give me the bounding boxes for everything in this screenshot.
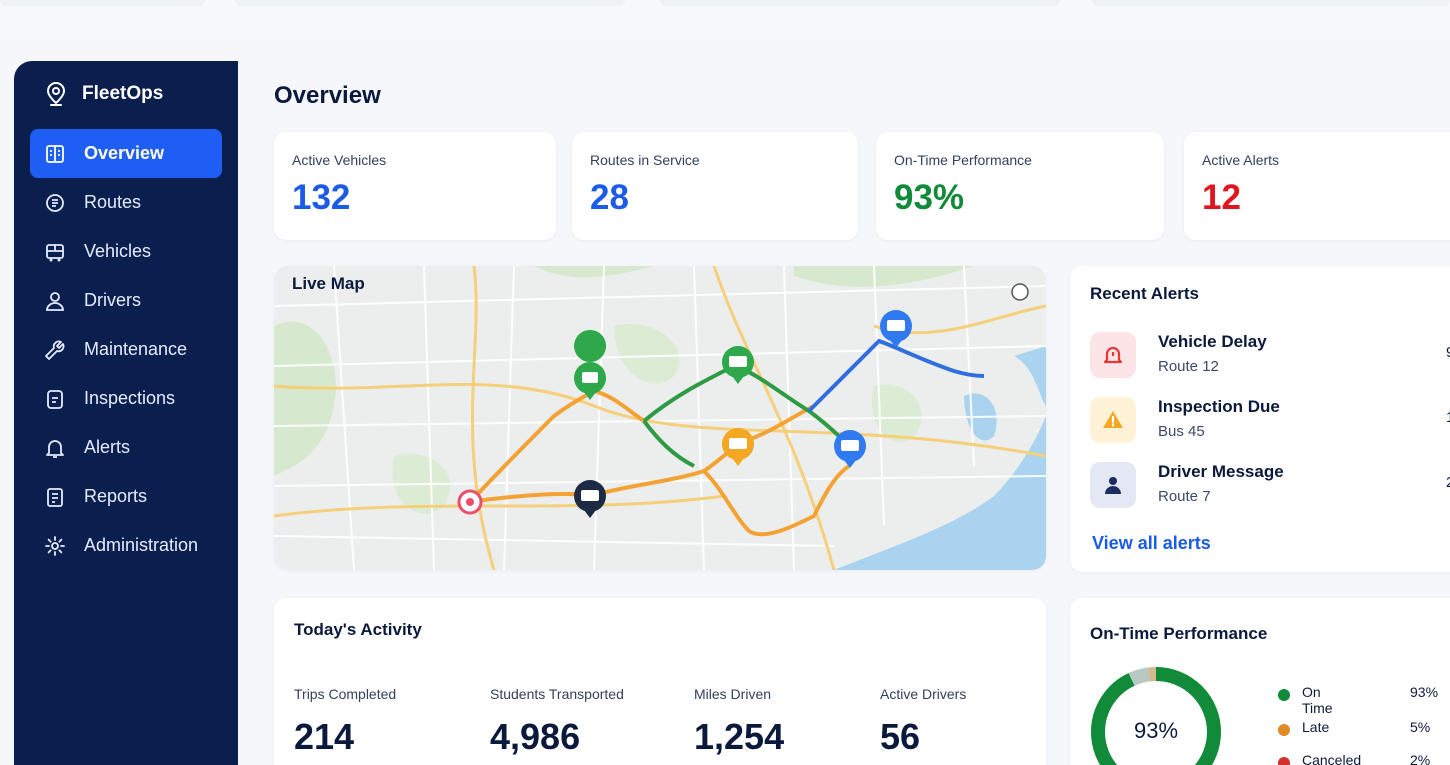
sidebar-item-routes[interactable]: Routes bbox=[30, 178, 222, 227]
legend-value: 2% bbox=[1410, 752, 1431, 765]
wrench-icon bbox=[45, 340, 65, 360]
driver-icon bbox=[1090, 462, 1136, 508]
alerts-title: Recent Alerts bbox=[1090, 284, 1199, 303]
report-icon bbox=[47, 487, 63, 507]
alert-title: Inspection Due bbox=[1158, 397, 1280, 416]
sidebar-item-label: Reports bbox=[84, 486, 148, 506]
stat-label: Active Alerts bbox=[1202, 152, 1280, 168]
map-marker-green-2[interactable] bbox=[722, 346, 754, 384]
sidebar-item-label: Inspections bbox=[84, 388, 176, 408]
alert-item[interactable]: Inspection Due Bus 45 1h bbox=[1090, 397, 1450, 453]
sidebar-nav: Overview Routes Vehicles Drivers Mainten… bbox=[30, 129, 222, 570]
sidebar-item-label: Routes bbox=[84, 192, 142, 212]
sidebar-item-label: Maintenance bbox=[84, 339, 188, 359]
stat-label: Active Vehicles bbox=[292, 152, 387, 168]
performance-donut-chart: 93% bbox=[1091, 667, 1221, 765]
view-all-alerts-link[interactable]: View all alerts bbox=[1092, 533, 1211, 553]
legend-dot bbox=[1278, 689, 1290, 701]
donut-center-label: 93% bbox=[1134, 718, 1178, 743]
sidebar-item-inspections[interactable]: Inspections bbox=[30, 374, 222, 423]
location-pin-logo-icon bbox=[46, 81, 66, 106]
sidebar-item-label: Drivers bbox=[84, 290, 141, 310]
page-title: Overview bbox=[274, 82, 381, 109]
legend-name: Canceled bbox=[1302, 752, 1362, 765]
legend-name: Late bbox=[1302, 719, 1330, 735]
activity-value: 1,254 bbox=[694, 716, 785, 757]
alert-time: 9m bbox=[1446, 344, 1450, 361]
sidebar-item-overview[interactable]: Overview bbox=[30, 129, 222, 178]
sidebar-item-maintenance[interactable]: Maintenance bbox=[30, 325, 222, 374]
stat-card-active-alerts[interactable]: Active Alerts 12 bbox=[1184, 132, 1450, 240]
sidebar-item-alerts[interactable]: Alerts bbox=[30, 423, 222, 472]
stat-value: 12 bbox=[1202, 178, 1241, 217]
alert-item[interactable]: Vehicle Delay Route 12 9m bbox=[1090, 332, 1450, 388]
sidebar-item-label: Vehicles bbox=[84, 241, 152, 261]
map-marker-blue-2[interactable] bbox=[834, 430, 866, 468]
stat-label: On-Time Performance bbox=[894, 152, 1032, 168]
alert-time: 2h bbox=[1446, 474, 1450, 491]
activity-title: Today's Activity bbox=[294, 620, 422, 639]
overview-icon bbox=[46, 144, 64, 163]
activity-label: Trips Completed bbox=[294, 686, 397, 702]
map-marker-blue-1[interactable] bbox=[880, 310, 912, 348]
alert-subtitle: Route 7 bbox=[1158, 488, 1211, 505]
routes-icon bbox=[46, 193, 64, 212]
live-map[interactable] bbox=[274, 266, 1046, 570]
sidebar-item-administration[interactable]: Administration bbox=[30, 521, 222, 570]
activity-value: 214 bbox=[294, 716, 355, 757]
warning-triangle-icon bbox=[1090, 397, 1136, 443]
brand[interactable]: FleetOps bbox=[44, 81, 163, 107]
warning-bell-icon bbox=[1090, 332, 1136, 378]
sidebar-item-vehicles[interactable]: Vehicles bbox=[30, 227, 222, 276]
map-marker-small[interactable] bbox=[1011, 283, 1029, 301]
background-window-strip bbox=[0, 0, 1450, 40]
alert-item[interactable]: Driver Message Route 7 2h bbox=[1090, 462, 1450, 518]
stat-card-on-time-performance[interactable]: On-Time Performance 93% bbox=[876, 132, 1164, 240]
todays-activity-card: Today's Activity Trips Completed 214 Stu… bbox=[274, 598, 1046, 765]
activity-label: Active Drivers bbox=[880, 686, 967, 702]
stat-value: 93% bbox=[894, 178, 965, 217]
alert-subtitle: Bus 45 bbox=[1158, 423, 1205, 440]
legend-value: 93% bbox=[1410, 684, 1439, 700]
sidebar-item-reports[interactable]: Reports bbox=[30, 472, 222, 521]
sidebar-item-label: Overview bbox=[84, 143, 165, 163]
sidebar-item-label: Administration bbox=[84, 535, 199, 555]
sidebar-item-label: Alerts bbox=[84, 437, 131, 457]
alert-time: 1h bbox=[1446, 409, 1450, 426]
brand-name: FleetOps bbox=[82, 83, 164, 104]
bus-icon bbox=[46, 243, 64, 261]
alert-subtitle: Route 12 bbox=[1158, 358, 1219, 375]
map-marker-green-1[interactable] bbox=[574, 330, 607, 400]
map-marker-red[interactable] bbox=[457, 489, 483, 515]
activity-label: Students Transported bbox=[490, 686, 624, 702]
activity-value: 4,986 bbox=[490, 716, 581, 757]
stat-card-routes-in-service[interactable]: Routes in Service 28 bbox=[572, 132, 858, 240]
stat-label: Routes in Service bbox=[590, 152, 700, 168]
map-marker-orange[interactable] bbox=[722, 428, 754, 466]
legend-name: On Time bbox=[1302, 684, 1333, 716]
legend-dot bbox=[1278, 757, 1290, 765]
donut-segment-canceled bbox=[1091, 667, 1221, 765]
alert-title: Vehicle Delay bbox=[1158, 332, 1267, 351]
performance-title: On-Time Performance bbox=[1090, 624, 1268, 643]
map-marker-dark[interactable] bbox=[574, 480, 606, 518]
sidebar: FleetOps Overview Routes Vehicles Driver… bbox=[14, 61, 238, 765]
user-icon bbox=[46, 291, 64, 311]
clipboard-icon bbox=[47, 389, 63, 409]
stat-value: 132 bbox=[292, 178, 351, 217]
map-title: Live Map bbox=[292, 274, 365, 293]
stat-value: 28 bbox=[590, 178, 629, 217]
gear-icon bbox=[45, 535, 65, 556]
live-map-card[interactable]: Live Map bbox=[274, 266, 1046, 570]
bell-icon bbox=[46, 439, 64, 458]
legend-value: 5% bbox=[1410, 719, 1431, 735]
activity-label: Miles Driven bbox=[694, 686, 772, 702]
legend-dot bbox=[1278, 724, 1290, 736]
alert-title: Driver Message bbox=[1158, 462, 1284, 481]
on-time-performance-card: On-Time Performance 93% On Time 93% Late… bbox=[1070, 598, 1450, 765]
activity-value: 56 bbox=[880, 716, 921, 757]
recent-alerts-card: Recent Alerts Vehicle Delay Route 12 9m … bbox=[1070, 266, 1450, 572]
sidebar-item-drivers[interactable]: Drivers bbox=[30, 276, 222, 325]
stat-card-active-vehicles[interactable]: Active Vehicles 132 bbox=[274, 132, 556, 240]
